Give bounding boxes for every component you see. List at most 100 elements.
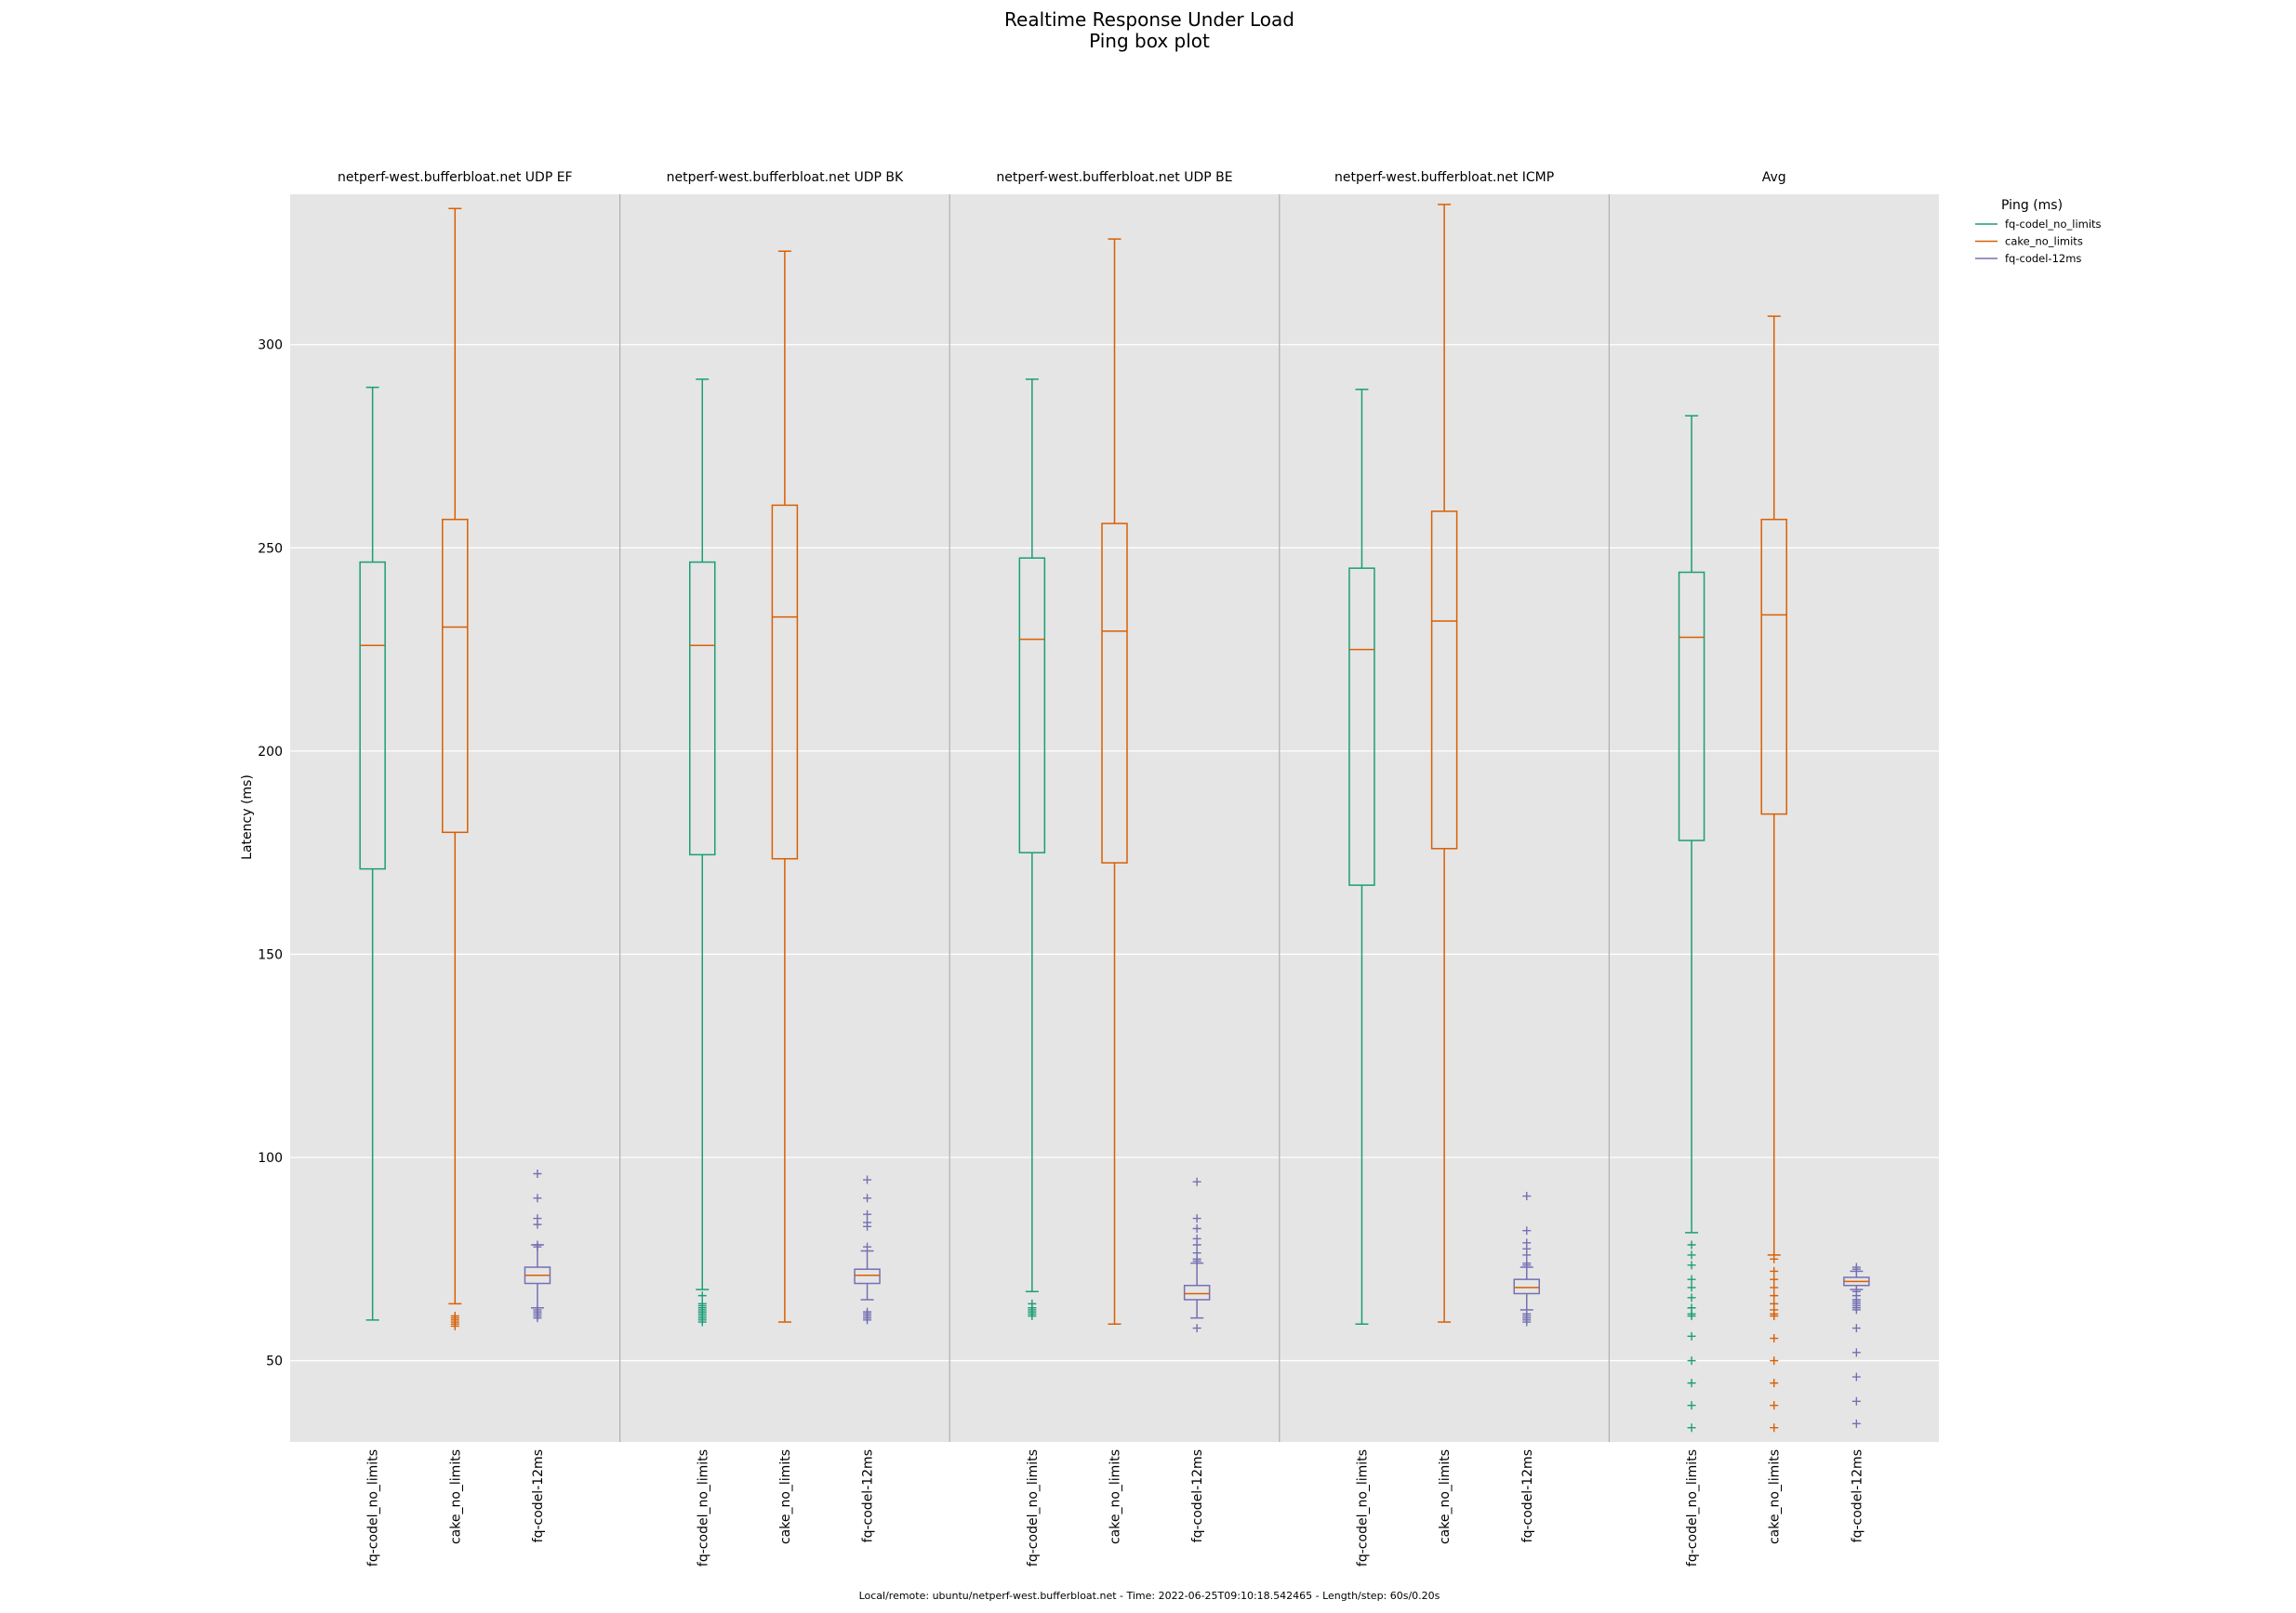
x-tick-label: fq-codel-12ms: [1520, 1449, 1535, 1542]
outlier-point: [1192, 1249, 1201, 1258]
outlier-point: [1687, 1283, 1696, 1292]
panel-title: netperf-west.bufferbloat.net UDP BE: [996, 170, 1232, 185]
chart-subtitle: Ping box plot: [1089, 30, 1210, 52]
x-tick-label: fq-codel-12ms: [1190, 1449, 1205, 1542]
x-tick-label: cake_no_limits: [778, 1449, 793, 1544]
outlier-point: [1028, 1299, 1037, 1308]
box-iqr: [1018, 557, 1046, 853]
outlier-point: [1192, 1224, 1201, 1233]
box-fq-codel_no_limits: [1678, 415, 1705, 1433]
outlier-point: [1687, 1423, 1696, 1433]
y-tick-label: 300: [258, 338, 283, 353]
box-fq-codel-12ms: [1183, 1177, 1211, 1333]
box-iqr: [771, 504, 799, 860]
box-fq-codel_no_limits: [1348, 389, 1375, 1325]
box-cake_no_limits: [1430, 204, 1458, 1323]
outlier-point: [1770, 1423, 1779, 1433]
outlier-point: [1770, 1283, 1779, 1292]
outlier-point: [1770, 1291, 1779, 1301]
y-tick-label: 100: [258, 1151, 283, 1166]
box-cake_no_limits: [1760, 315, 1787, 1433]
outlier-point: [1687, 1275, 1696, 1284]
outlier-point: [1192, 1214, 1201, 1223]
outlier-point: [1851, 1263, 1861, 1272]
outlier-point: [1687, 1250, 1696, 1260]
box-cake_no_limits: [442, 207, 469, 1330]
y-tick-label: 50: [266, 1355, 283, 1369]
outlier-point: [1687, 1331, 1696, 1341]
x-tick-label: fq-codel_no_limits: [696, 1449, 710, 1567]
outlier-point: [697, 1299, 707, 1308]
box-iqr: [689, 561, 716, 856]
box-iqr: [1430, 510, 1458, 850]
outlier-point: [1851, 1324, 1861, 1333]
outlier-point: [1687, 1379, 1696, 1388]
outlier-point: [1522, 1192, 1532, 1201]
outlier-point: [1522, 1259, 1532, 1268]
legend-label: fq-codel_no_limits: [2005, 218, 2102, 231]
box-iqr: [854, 1268, 881, 1285]
outlier-point: [863, 1210, 872, 1219]
panel-title: netperf-west.bufferbloat.net UDP EF: [338, 170, 573, 185]
panel-title: netperf-west.bufferbloat.net UDP BK: [667, 170, 904, 185]
outlier-point: [1770, 1356, 1779, 1366]
outlier-point: [1522, 1226, 1532, 1236]
outlier-point: [863, 1175, 872, 1184]
box-iqr: [442, 518, 469, 834]
box-iqr: [1101, 522, 1128, 864]
legend-title: Ping (ms): [2001, 198, 2063, 213]
outlier-point: [1770, 1275, 1779, 1284]
legend-label: fq-codel-12ms: [2005, 252, 2081, 265]
x-tick-label: cake_no_limits: [1768, 1449, 1783, 1544]
outlier-point: [1192, 1177, 1201, 1186]
box-fq-codel-12ms: [1843, 1263, 1870, 1428]
outlier-point: [1770, 1266, 1779, 1276]
chart-title: Realtime Response Under Load: [1004, 8, 1294, 31]
box-cake_no_limits: [771, 250, 799, 1323]
x-tick-label: fq-codel-12ms: [1850, 1449, 1865, 1542]
x-tick-label: cake_no_limits: [1108, 1449, 1123, 1544]
box-fq-codel_no_limits: [1018, 378, 1046, 1320]
x-tick-label: fq-codel_no_limits: [1355, 1449, 1370, 1567]
box-iqr: [1678, 571, 1705, 841]
x-tick-label: fq-codel-12ms: [861, 1449, 876, 1542]
outlier-point: [1851, 1419, 1861, 1428]
outlier-point: [1770, 1401, 1779, 1410]
outlier-point: [533, 1214, 542, 1223]
outlier-point: [533, 1240, 542, 1249]
outlier-point: [1687, 1356, 1696, 1366]
outlier-point: [1851, 1348, 1861, 1357]
outlier-point: [1770, 1379, 1779, 1388]
panel-title: netperf-west.bufferbloat.net ICMP: [1334, 170, 1554, 185]
y-axis-label: Latency (ms): [240, 774, 255, 860]
y-tick-label: 250: [258, 541, 283, 556]
outlier-point: [1851, 1396, 1861, 1406]
box-iqr: [359, 561, 386, 870]
outlier-point: [1687, 1261, 1696, 1270]
outlier-point: [863, 1194, 872, 1203]
box-cake_no_limits: [1101, 238, 1128, 1325]
outlier-point: [1687, 1303, 1696, 1313]
plot-area: 50 100 150 200 250 300 netperf-west.bufferbloa…: [258, 170, 1939, 1567]
x-tick-label: cake_no_limits: [1438, 1449, 1453, 1544]
box-fq-codel_no_limits: [689, 378, 716, 1327]
box-iqr: [1348, 567, 1375, 886]
legend: Ping (ms) fq-codel_no_limits cake_no_limi…: [1975, 198, 2102, 265]
outlier-point: [1192, 1324, 1201, 1333]
x-tick-label: fq-codel_no_limits: [366, 1449, 381, 1567]
outlier-point: [1851, 1287, 1861, 1296]
outlier-point: [533, 1169, 542, 1178]
outlier-point: [1687, 1401, 1696, 1410]
outlier-point: [1770, 1334, 1779, 1343]
outlier-point: [533, 1305, 542, 1315]
outlier-point: [697, 1291, 707, 1301]
box-fq-codel-12ms: [1513, 1192, 1540, 1327]
outlier-point: [450, 1311, 459, 1320]
outlier-point: [1851, 1372, 1861, 1382]
outlier-point: [863, 1218, 872, 1227]
footer-text: Local/remote: ubuntu/netperf-west.buffer…: [859, 1590, 1440, 1602]
x-tick-label: fq-codel_no_limits: [1026, 1449, 1041, 1567]
y-tick-label: 150: [258, 947, 283, 962]
box-fq-codel_no_limits: [359, 386, 386, 1321]
